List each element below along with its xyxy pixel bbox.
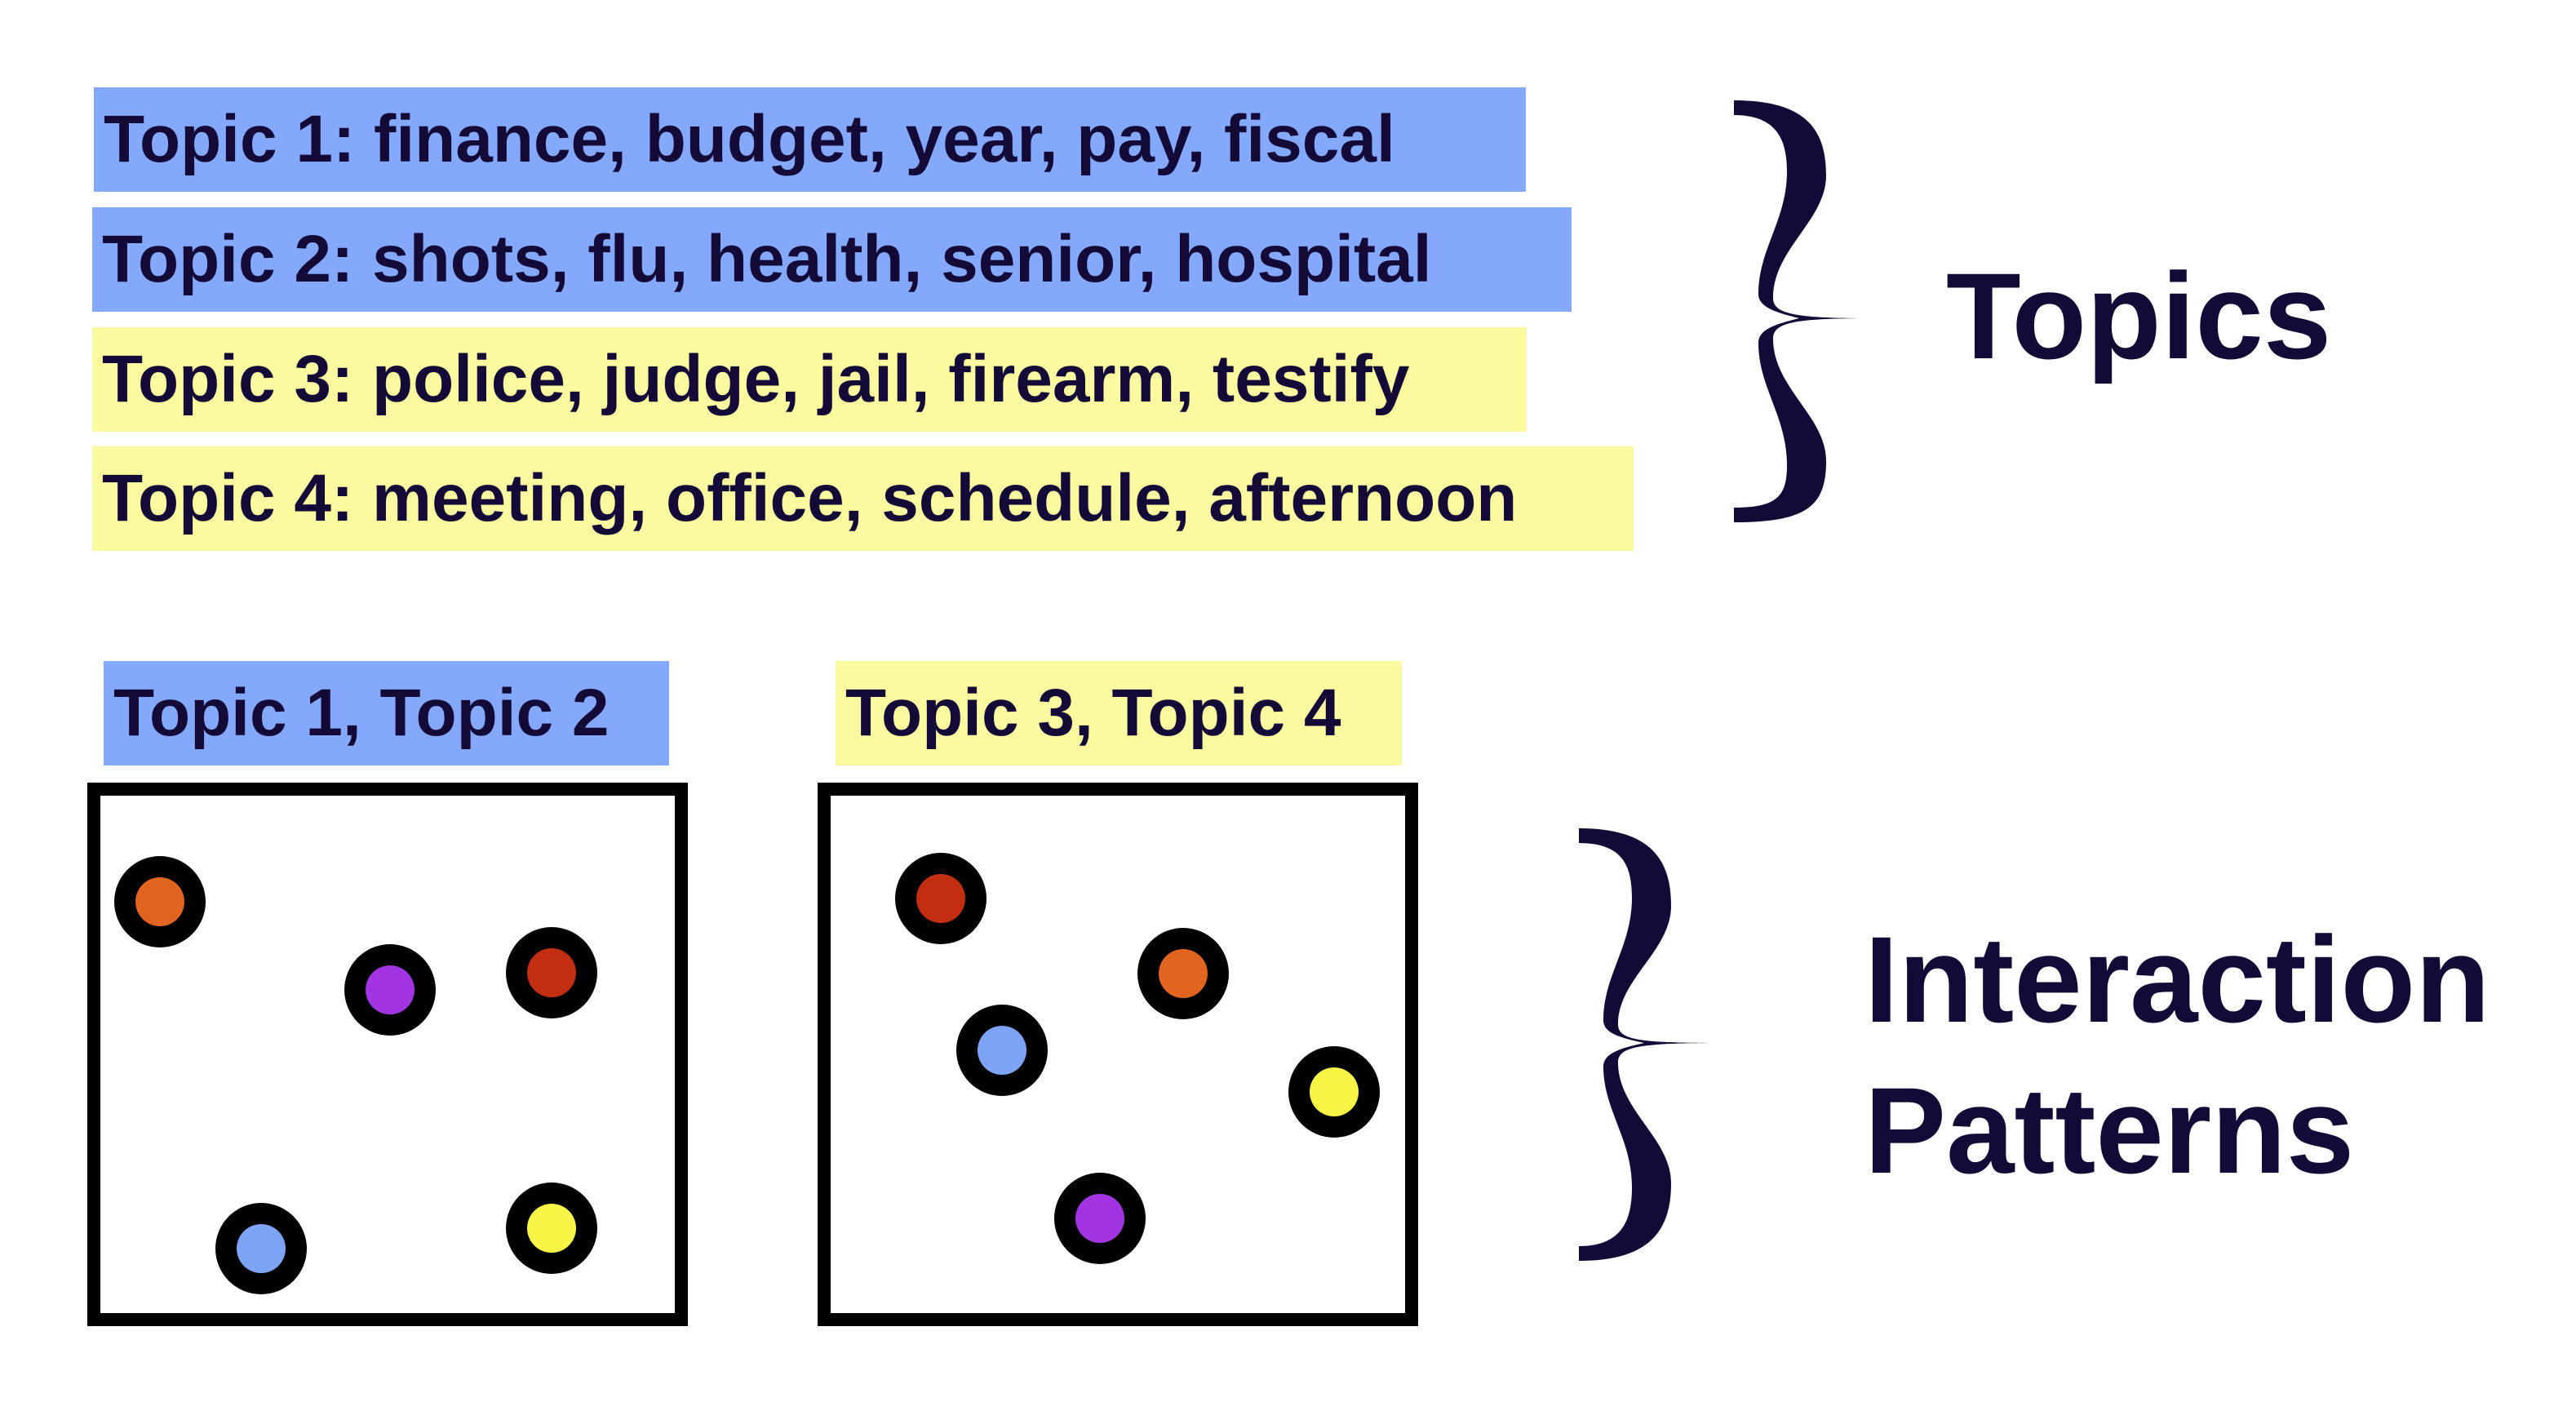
- dot-orange-1: [135, 877, 184, 926]
- dot-blue-2: [978, 1026, 1026, 1075]
- dot-red-1: [527, 948, 576, 997]
- topics-brace-icon: [1734, 100, 1871, 522]
- interaction-brace-icon: [1579, 828, 1724, 1261]
- interaction-heading-line2: Patterns: [1864, 1062, 2355, 1199]
- dot-blue-1: [237, 1224, 286, 1273]
- dot-purple-1: [366, 965, 415, 1014]
- dot-orange-2: [1159, 949, 1208, 998]
- topic-4-row: Topic 4: meeting, office, schedule, afte…: [92, 446, 1634, 551]
- topics-heading: Topics: [1946, 247, 2332, 384]
- topic-3-row: Topic 3: police, judge, jail, firearm, t…: [92, 327, 1527, 432]
- pattern-box-2: [818, 783, 1418, 1326]
- interaction-heading-line1: Interaction: [1864, 911, 2490, 1048]
- dot-purple-2: [1075, 1194, 1124, 1243]
- group-1-label-box: Topic 1, Topic 2: [104, 661, 669, 765]
- topic-3-label: Topic 3: police, judge, jail, firearm, t…: [102, 342, 1410, 416]
- group-1-label: Topic 1, Topic 2: [113, 676, 610, 750]
- group-2-label-box: Topic 3, Topic 4: [836, 661, 1402, 765]
- topic-1-label: Topic 1: finance, budget, year, pay, fis…: [104, 102, 1395, 176]
- topic-2-label: Topic 2: shots, flu, health, senior, hos…: [102, 222, 1432, 296]
- dot-yellow-2: [1310, 1067, 1359, 1116]
- dot-red-2: [916, 874, 965, 923]
- pattern-box-1: [87, 783, 688, 1326]
- topic-4-label: Topic 4: meeting, office, schedule, afte…: [102, 461, 1518, 535]
- topic-2-row: Topic 2: shots, flu, health, senior, hos…: [92, 207, 1572, 312]
- dot-yellow-1: [527, 1204, 576, 1253]
- topic-1-row: Topic 1: finance, budget, year, pay, fis…: [94, 87, 1526, 192]
- group-2-label: Topic 3, Topic 4: [845, 676, 1341, 750]
